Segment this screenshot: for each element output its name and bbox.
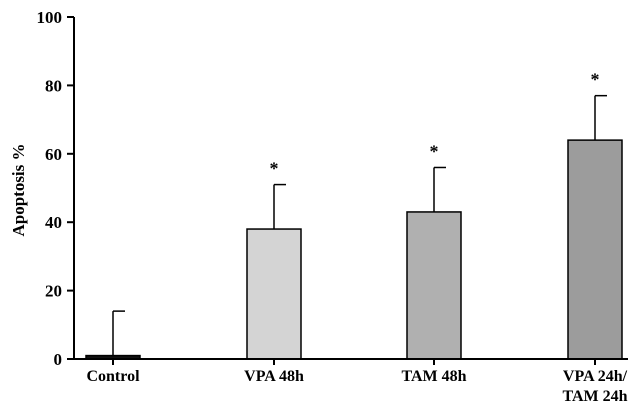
significance-star: *: [591, 70, 600, 90]
x-tick-label: VPA 24h/TAM 24h: [562, 368, 627, 405]
x-tick-label-line: VPA 24h/: [563, 368, 628, 385]
x-tick-label: TAM 48h: [401, 368, 466, 385]
bar: [406, 211, 462, 360]
y-tick-label: 20: [45, 282, 62, 301]
error-bars: [112, 94, 607, 356]
x-tick-label-line: VPA 48h: [244, 368, 304, 385]
bar: [567, 139, 623, 360]
x-axis-ticks: Control VPA 48h TAM 48h VPA 24h/TAM 24h: [86, 359, 628, 405]
significance-markers: * * *: [270, 70, 600, 179]
y-tick-label: 60: [45, 145, 62, 164]
x-tick-label-line: Control: [86, 368, 140, 385]
significance-star: *: [430, 141, 439, 161]
x-tick-label-line: TAM 24h: [562, 388, 627, 405]
x-tick-label-line: TAM 48h: [401, 368, 466, 385]
y-tick-label: 100: [37, 8, 63, 27]
x-tick-label: Control: [86, 368, 140, 385]
y-tick-label: 40: [45, 213, 62, 232]
y-axis-ticks: 0 20 40 60 80 100: [37, 8, 74, 369]
y-axis-label: Apoptosis %: [9, 143, 28, 236]
y-tick-label: 80: [45, 76, 62, 95]
bars: [85, 139, 623, 360]
y-tick-label: 0: [54, 350, 63, 369]
bar: [246, 228, 302, 360]
x-tick-label: VPA 48h: [244, 368, 304, 385]
significance-star: *: [270, 159, 279, 179]
